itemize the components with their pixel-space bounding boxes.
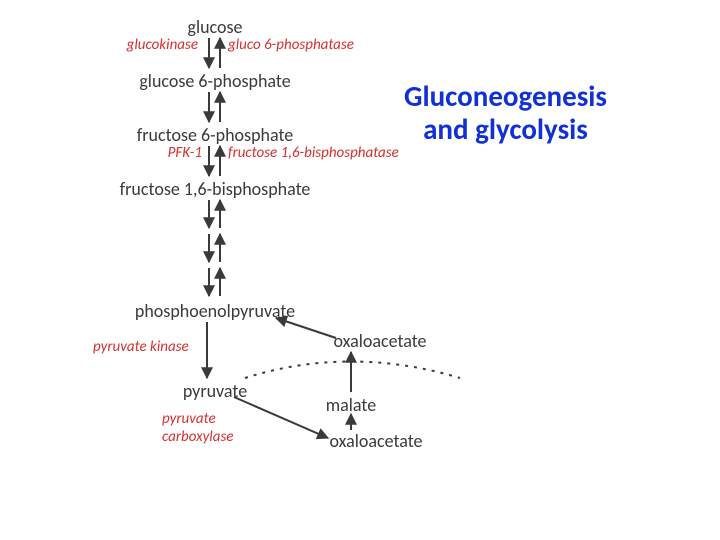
enzyme-fbpase: fructose 1,6-bisphosphatase — [228, 144, 399, 162]
title-line-1: Gluconeogenesis — [404, 78, 607, 114]
metabolite-oaa-mito: oxaloacetate — [329, 430, 422, 452]
metabolite-malate: malate — [326, 394, 376, 416]
membrane-arc — [245, 362, 460, 379]
metabolite-pep: phosphoenolpyruvate — [135, 300, 295, 322]
metabolite-g6p: glucose 6-phosphate — [139, 70, 290, 92]
enzyme-g6pase: gluco 6-phosphatase — [228, 36, 354, 54]
enzyme-pyruvate-carboxylase-2: carboxylase — [162, 428, 233, 446]
enzyme-pyruvate-carboxylase-1: pyruvate — [162, 410, 216, 428]
metabolite-f16bp: fructose 1,6-bisphosphate — [120, 178, 311, 200]
title-line-2: and glycolysis — [423, 111, 588, 147]
enzyme-glucokinase: glucokinase — [127, 36, 198, 54]
metabolite-f6p: fructose 6-phosphate — [137, 124, 294, 146]
enzyme-pfk1: PFK-1 — [168, 144, 202, 162]
metabolite-pyruvate: pyruvate — [183, 380, 247, 402]
metabolite-oaa-cytosol: oxaloacetate — [333, 330, 426, 352]
metabolite-glucose: glucose — [187, 16, 242, 38]
diagram-title: Gluconeogenesis and glycolysis — [398, 80, 613, 147]
enzyme-pyruvate-kinase: pyruvate kinase — [93, 338, 189, 356]
